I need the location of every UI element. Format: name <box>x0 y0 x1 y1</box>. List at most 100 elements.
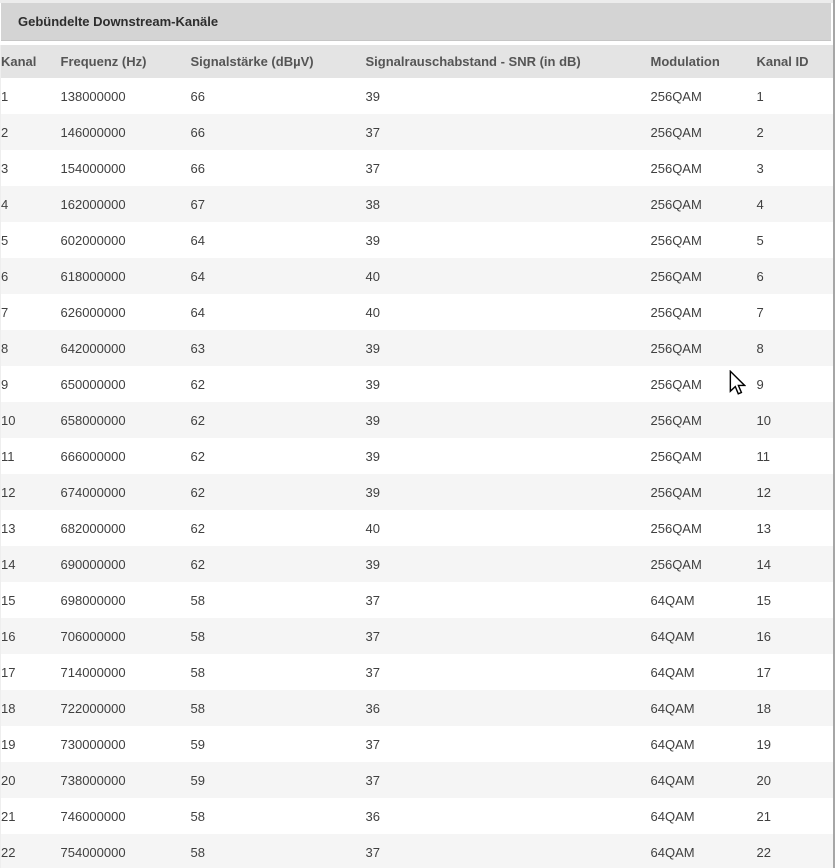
table-cell: 37 <box>365 618 651 654</box>
table-cell: 62 <box>190 510 366 546</box>
table-cell: 59 <box>190 726 366 762</box>
table-row: 12 674000000 62 39 256QAM 12 <box>0 474 834 510</box>
table-cell: 21 <box>756 798 834 834</box>
table-cell: 62 <box>190 546 366 582</box>
table-cell: 19 <box>0 726 61 762</box>
table-cell: 1 <box>0 78 61 114</box>
table-cell: 64 <box>190 294 366 330</box>
table-cell: 698000000 <box>60 582 191 618</box>
table-cell: 17 <box>756 654 834 690</box>
table-cell: 39 <box>365 222 651 258</box>
table-cell: 626000000 <box>60 294 191 330</box>
table-cell: 66 <box>190 78 366 114</box>
table-cell: 754000000 <box>60 834 191 868</box>
table-cell: 674000000 <box>60 474 191 510</box>
table-cell: 6 <box>756 258 834 294</box>
table-cell: 22 <box>0 834 61 868</box>
table-cell: 39 <box>365 546 651 582</box>
table-row: 19 730000000 59 37 64QAM 19 <box>0 726 834 762</box>
column-header: Signalrauschabstand - SNR (in dB) <box>365 45 651 78</box>
table-cell: 13 <box>756 510 834 546</box>
table-cell: 7 <box>0 294 61 330</box>
table-cell: 64QAM <box>650 654 757 690</box>
table-cell: 22 <box>756 834 834 868</box>
table-cell: 21 <box>0 798 61 834</box>
table-cell: 146000000 <box>60 114 191 150</box>
table-cell: 14 <box>756 546 834 582</box>
table-cell: 64 <box>190 258 366 294</box>
table-cell: 64QAM <box>650 618 757 654</box>
table-cell: 10 <box>756 402 834 438</box>
table-cell: 618000000 <box>60 258 191 294</box>
table-cell: 39 <box>365 330 651 366</box>
table-cell: 256QAM <box>650 438 757 474</box>
table-cell: 690000000 <box>60 546 191 582</box>
table-cell: 19 <box>756 726 834 762</box>
table-cell: 15 <box>756 582 834 618</box>
table-cell: 138000000 <box>60 78 191 114</box>
table-cell: 58 <box>190 690 366 726</box>
table-cell: 746000000 <box>60 798 191 834</box>
table-cell: 39 <box>365 438 651 474</box>
table-cell: 602000000 <box>60 222 191 258</box>
table-cell: 58 <box>190 582 366 618</box>
table-cell: 642000000 <box>60 330 191 366</box>
section-title-bar: Gebündelte Downstream-Kanäle <box>1 3 831 41</box>
table-cell: 738000000 <box>60 762 191 798</box>
table-cell: 66 <box>190 114 366 150</box>
table-cell: 63 <box>190 330 366 366</box>
table-cell: 40 <box>365 510 651 546</box>
table-row: 13 682000000 62 40 256QAM 13 <box>0 510 834 546</box>
table-cell: 1 <box>756 78 834 114</box>
table-cell: 38 <box>365 186 651 222</box>
table-cell: 3 <box>756 150 834 186</box>
table-cell: 256QAM <box>650 222 757 258</box>
table-cell: 64QAM <box>650 726 757 762</box>
section-title: Gebündelte Downstream-Kanäle <box>18 14 219 29</box>
table-cell: 9 <box>0 366 61 402</box>
column-header: Signalstärke (dBµV) <box>190 45 366 78</box>
table-cell: 37 <box>365 834 651 868</box>
column-header: Modulation <box>650 45 757 78</box>
table-cell: 15 <box>0 582 61 618</box>
table-cell: 16 <box>0 618 61 654</box>
table-cell: 62 <box>190 474 366 510</box>
table-cell: 64QAM <box>650 798 757 834</box>
table-row: 5 602000000 64 39 256QAM 5 <box>0 222 834 258</box>
table-cell: 64QAM <box>650 834 757 868</box>
table-cell: 67 <box>190 186 366 222</box>
table-cell: 4 <box>0 186 61 222</box>
table-row: 2 146000000 66 37 256QAM 2 <box>0 114 834 150</box>
table-cell: 3 <box>0 150 61 186</box>
panel-right-border <box>833 0 835 868</box>
table-cell: 37 <box>365 654 651 690</box>
table-cell: 9 <box>756 366 834 402</box>
table-cell: 5 <box>756 222 834 258</box>
table-row: 9 650000000 62 39 256QAM 9 <box>0 366 834 402</box>
table-row: 22 754000000 58 37 64QAM 22 <box>0 834 834 868</box>
table-row: 3 154000000 66 37 256QAM 3 <box>0 150 834 186</box>
table-cell: 17 <box>0 654 61 690</box>
table-row: 4 162000000 67 38 256QAM 4 <box>0 186 834 222</box>
table-cell: 20 <box>0 762 61 798</box>
table-cell: 12 <box>756 474 834 510</box>
table-cell: 40 <box>365 294 651 330</box>
table-header-row: Kanal Frequenz (Hz) Signalstärke (dBµV) Sig… <box>0 45 834 78</box>
table-cell: 11 <box>0 438 61 474</box>
table-cell: 14 <box>0 546 61 582</box>
table-cell: 64QAM <box>650 762 757 798</box>
table-cell: 8 <box>0 330 61 366</box>
column-header: Kanal <box>0 45 61 78</box>
table-cell: 6 <box>0 258 61 294</box>
table-body: 1 138000000 66 39 256QAM 1 2 146000000 66 37 256QA… <box>0 78 834 868</box>
table-cell: 62 <box>190 438 366 474</box>
table-row: 10 658000000 62 39 256QAM 10 <box>0 402 834 438</box>
table-cell: 37 <box>365 762 651 798</box>
table-cell: 4 <box>756 186 834 222</box>
table-row: 14 690000000 62 39 256QAM 14 <box>0 546 834 582</box>
table-cell: 18 <box>756 690 834 726</box>
table-cell: 13 <box>0 510 61 546</box>
table-row: 16 706000000 58 37 64QAM 16 <box>0 618 834 654</box>
table-cell: 37 <box>365 114 651 150</box>
